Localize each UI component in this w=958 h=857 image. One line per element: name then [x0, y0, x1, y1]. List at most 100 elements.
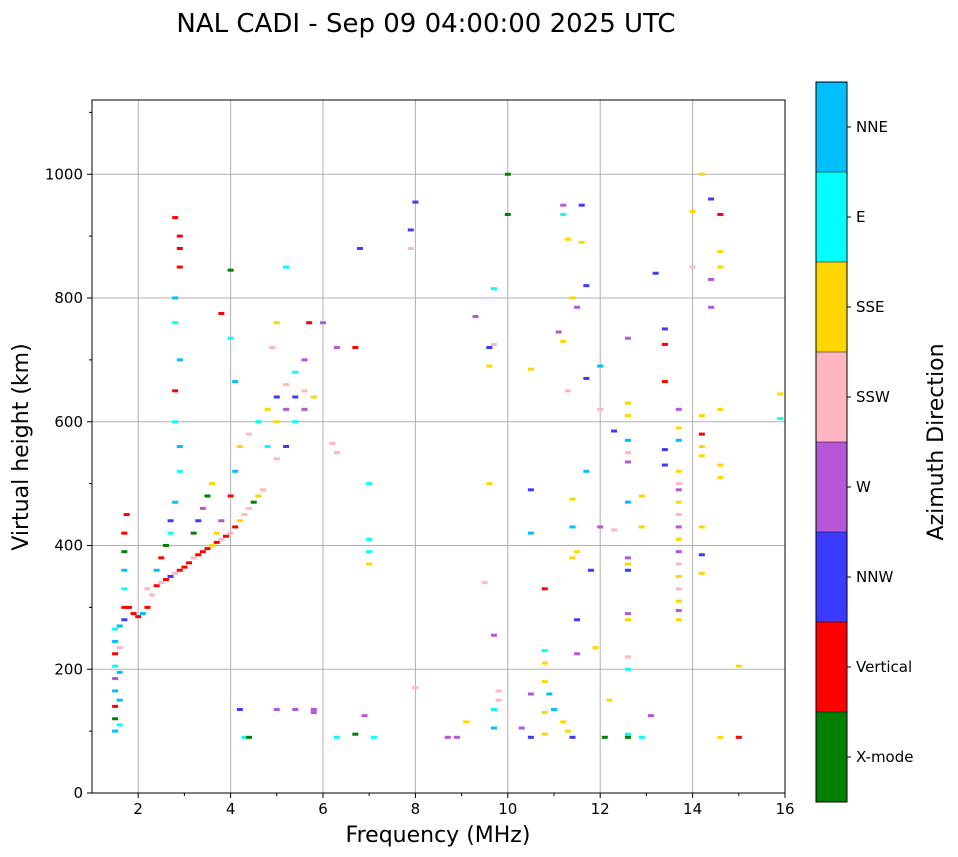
echo-point: [333, 735, 340, 739]
echo-point: [624, 618, 631, 622]
echo-point: [541, 661, 548, 665]
echo-point: [172, 321, 179, 325]
echo-point: [698, 414, 705, 418]
echo-point: [366, 562, 373, 566]
echo-point: [361, 714, 368, 718]
echo-point: [624, 732, 631, 736]
echo-point: [283, 383, 290, 387]
y-axis-label: Virtual height (km): [9, 343, 34, 550]
echo-point: [181, 565, 188, 569]
echo-point: [116, 670, 123, 674]
echo-point: [283, 407, 290, 411]
echo-point: [624, 401, 631, 405]
echo-point: [259, 488, 266, 492]
echo-point: [564, 389, 571, 393]
echo-point: [176, 265, 183, 269]
echo-point: [218, 537, 225, 541]
echo-point: [583, 284, 590, 288]
grid: [92, 100, 786, 793]
echo-point: [698, 553, 705, 557]
echo-point: [453, 735, 460, 739]
echo-point: [698, 432, 705, 436]
echo-point: [123, 513, 130, 517]
echo-point: [213, 540, 220, 544]
echo-point: [407, 228, 414, 232]
echo-point: [301, 358, 308, 362]
echo-point: [412, 200, 419, 204]
echo-point: [232, 380, 239, 384]
echo-point: [352, 732, 359, 736]
echo-point: [209, 482, 216, 486]
echo-point: [689, 209, 696, 213]
echo-point: [176, 568, 183, 572]
echo-point: [495, 689, 502, 693]
colorbar-swatch: [816, 442, 847, 532]
echo-point: [190, 531, 197, 535]
colorbar-tick-label: NNE: [856, 118, 888, 136]
echo-point: [162, 578, 169, 582]
echo-point: [250, 500, 257, 504]
echo-point: [717, 212, 724, 216]
plot-area: 2 4 6 8 10 12 14 16 0 200 400 600 800 1000: [45, 99, 795, 818]
echo-point: [601, 735, 608, 739]
echo-point: [412, 686, 419, 690]
echo-point: [310, 711, 317, 715]
echo-point: [675, 599, 682, 603]
echo-point: [112, 717, 119, 721]
echo-point: [638, 525, 645, 529]
echo-point: [597, 525, 604, 529]
echo-point: [661, 380, 668, 384]
echo-point: [121, 605, 128, 609]
echo-point: [675, 550, 682, 554]
echo-point: [555, 330, 562, 334]
echo-point: [661, 342, 668, 346]
echo-point: [186, 561, 193, 565]
echo-point: [301, 407, 308, 411]
echo-point: [611, 429, 618, 433]
echo-point: [624, 562, 631, 566]
echo-point: [698, 172, 705, 176]
colorbar-tick-label: E: [856, 208, 865, 226]
echo-point: [255, 494, 262, 498]
echo-point: [112, 664, 119, 668]
echo-point: [269, 346, 276, 349]
echo-point: [583, 376, 590, 380]
echo-point: [306, 321, 313, 325]
echo-point: [218, 519, 225, 523]
y-tick-label: 0: [73, 784, 83, 802]
echo-point: [569, 556, 576, 560]
echo-point: [560, 339, 567, 343]
echo-point: [675, 618, 682, 622]
colorbar-swatch: [816, 172, 847, 262]
echo-point: [708, 197, 715, 201]
echo-point: [176, 358, 183, 362]
echo-point: [121, 618, 128, 622]
echo-point: [144, 587, 151, 591]
echo-point: [195, 553, 202, 557]
echo-point: [116, 698, 123, 702]
echo-point: [624, 336, 631, 340]
echo-point: [578, 240, 585, 244]
echo-point: [698, 454, 705, 458]
echo-point: [560, 212, 567, 216]
colorbar-swatch: [816, 532, 847, 622]
echo-point: [504, 212, 511, 216]
echo-point: [190, 556, 197, 560]
echo-point: [624, 500, 631, 504]
echo-point: [366, 537, 373, 541]
echo-point: [273, 321, 280, 325]
echo-point: [624, 568, 631, 572]
echo-point: [310, 395, 317, 399]
echo-point: [541, 649, 548, 653]
echo-point: [172, 571, 179, 575]
echo-point: [236, 519, 243, 523]
x-tick-label: 14: [683, 800, 702, 818]
echo-point: [624, 612, 631, 616]
echo-point: [153, 584, 160, 588]
echo-point: [675, 407, 682, 411]
echo-point: [112, 689, 119, 693]
echo-point: [564, 237, 571, 241]
echo-point: [624, 438, 631, 442]
echo-point: [292, 420, 299, 424]
echo-point: [735, 664, 742, 668]
